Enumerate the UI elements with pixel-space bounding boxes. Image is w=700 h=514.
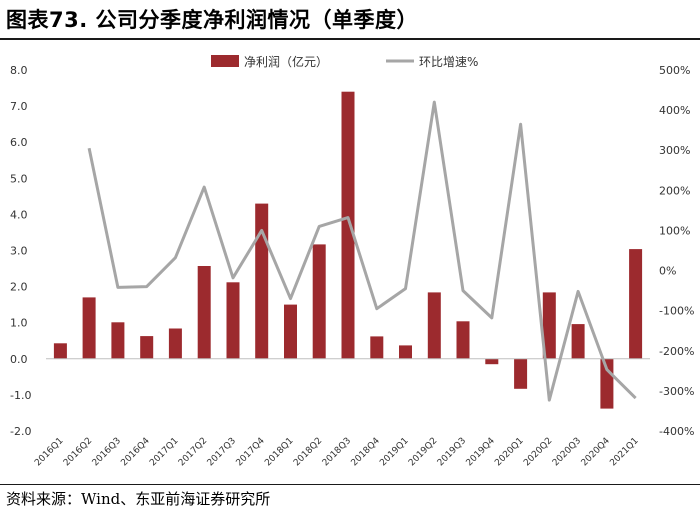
x-tick-label: 2020Q4 [580, 436, 613, 469]
left-tick-label: 6.0 [10, 136, 28, 149]
left-tick-label: -1.0 [10, 389, 31, 402]
line-series [87, 100, 637, 402]
right-tick-label: -100% [659, 305, 694, 318]
bar-2019Q2 [427, 292, 441, 359]
chart-legend: 净利润（亿元） 环比增速% [211, 54, 478, 69]
left-tick-label: 2.0 [10, 281, 28, 294]
right-tick-label: -200% [659, 345, 694, 358]
x-tick-label: 2016Q2 [62, 436, 94, 468]
x-tick-label: 2018Q2 [292, 436, 324, 468]
bar-2016Q1 [53, 343, 67, 359]
bar-2016Q2 [82, 297, 96, 359]
x-tick-label: 2017Q1 [148, 436, 180, 468]
x-tick-label: 2019Q3 [436, 436, 468, 468]
left-tick-label: 5.0 [10, 172, 28, 185]
left-tick-label: 7.0 [10, 100, 28, 113]
right-tick-label: 0% [659, 265, 676, 278]
x-tick-label: 2020Q3 [551, 436, 583, 468]
bar-series [53, 91, 643, 409]
right-tick-label: 300% [659, 144, 690, 157]
x-tick-label: 2020Q2 [522, 436, 554, 468]
bar-2018Q3 [341, 91, 355, 359]
bar-2016Q3 [111, 322, 125, 359]
bar-2019Q1 [399, 345, 412, 359]
x-tick-label: 2018Q4 [350, 436, 383, 469]
bar-2017Q2 [197, 266, 211, 359]
bar-2018Q4 [370, 336, 384, 359]
left-tick-label: 3.0 [10, 245, 28, 258]
footer-divider [0, 484, 700, 485]
bar-2018Q2 [312, 244, 326, 359]
x-tick-label: 2016Q3 [91, 436, 123, 468]
bar-2021Q1 [629, 249, 643, 359]
left-tick-label: 4.0 [10, 208, 28, 221]
right-tick-label: -400% [659, 425, 694, 438]
bar-2018Q1 [284, 304, 297, 359]
title-divider [0, 38, 700, 40]
legend-label-bar: 净利润（亿元） [244, 54, 328, 69]
x-tick-label: 2019Q1 [378, 436, 410, 468]
page-title: 图表73. 公司分季度净利润情况（单季度） [6, 8, 419, 32]
right-tick-label: 400% [659, 104, 690, 117]
x-tick-label: 2016Q1 [33, 436, 65, 468]
source-note: 资料来源：Wind、东亚前海证券研究所 [6, 490, 271, 508]
left-axis-ticks: 8.0 7.0 6.0 5.0 4.0 3.0 2.0 1.0 0.0 -1.0 -2.0 [10, 64, 31, 438]
left-tick-label: 0.0 [10, 353, 28, 366]
net-profit-chart: 净利润（亿元） 环比增速% 8.0 7.0 6.0 5.0 4.0 3.0 2.0 1.0 0.… [10, 54, 694, 469]
x-tick-label: 2016Q4 [119, 436, 152, 469]
x-tick-label: 2017Q4 [235, 436, 268, 469]
bar-2020Q2 [542, 292, 556, 359]
bar-2019Q4 [485, 358, 499, 365]
bar-2017Q1 [168, 328, 182, 359]
bar-2019Q3 [456, 321, 470, 359]
x-axis-ticks: 2016Q12016Q22016Q32016Q42017Q12017Q22017… [33, 436, 641, 469]
legend-swatch-bar [211, 55, 239, 67]
right-tick-label: -300% [659, 385, 694, 398]
x-tick-label: 2019Q4 [465, 436, 498, 469]
bar-2017Q3 [226, 282, 240, 359]
x-tick-label: 2017Q2 [177, 436, 209, 468]
growth-line [87, 100, 637, 402]
left-tick-label: -2.0 [10, 425, 31, 438]
x-tick-label: 2019Q2 [407, 436, 439, 468]
left-tick-label: 8.0 [10, 64, 28, 77]
bar-2020Q1 [514, 358, 528, 389]
right-tick-label: 100% [659, 224, 690, 237]
left-tick-label: 1.0 [10, 317, 28, 330]
x-tick-label: 2017Q3 [206, 436, 238, 468]
right-tick-label: 200% [659, 184, 690, 197]
right-axis-ticks: 500% 400% 300% 200% 100% 0% -100% -200% -300% -40… [659, 64, 694, 438]
x-tick-label: 2018Q1 [263, 436, 295, 468]
x-tick-label: 2021Q1 [608, 436, 640, 468]
right-tick-label: 500% [659, 64, 690, 77]
bar-2017Q4 [255, 203, 269, 359]
x-tick-label: 2020Q1 [493, 436, 525, 468]
legend-label-line: 环比增速% [419, 55, 478, 69]
bar-2016Q4 [140, 336, 154, 359]
bar-2020Q3 [571, 324, 585, 359]
x-tick-label: 2018Q3 [321, 436, 353, 468]
